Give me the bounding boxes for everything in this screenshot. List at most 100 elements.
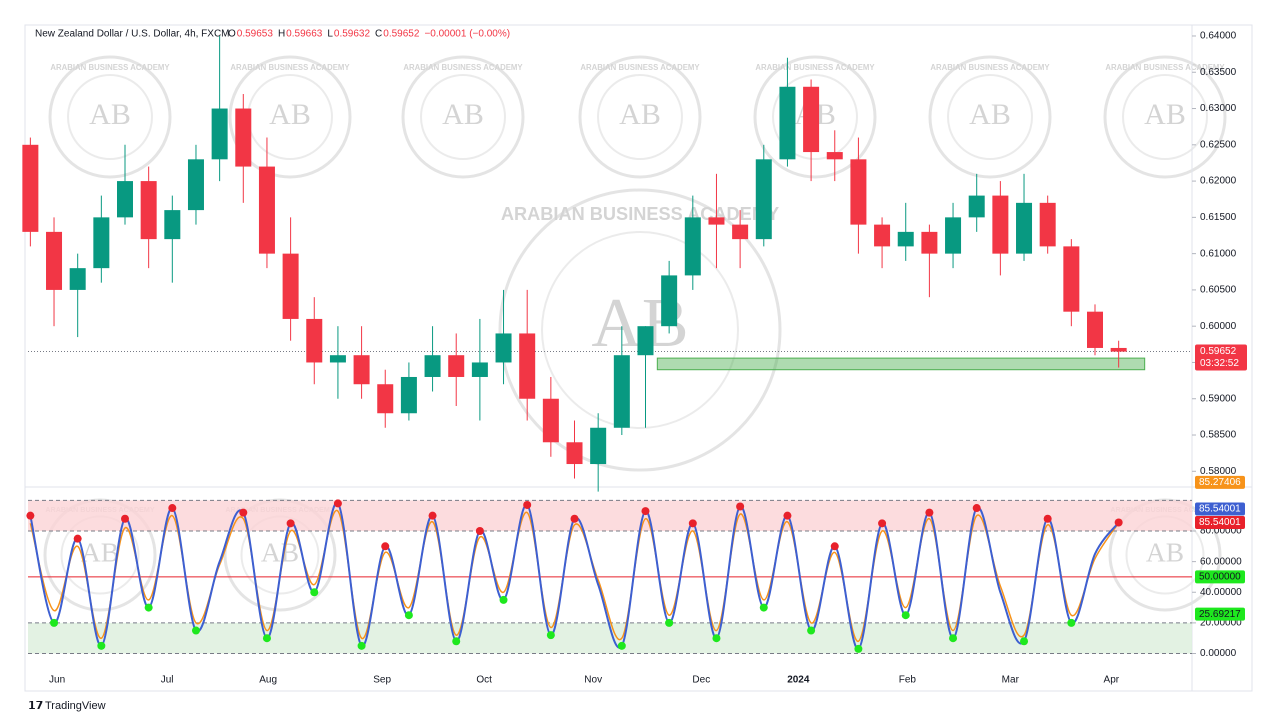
ohlc-legend: O 0.59653 H 0.59663 L 0.59632 C 0.59652 −0.00001…: [228, 29, 510, 40]
x-tick-label: Apr: [1104, 675, 1120, 686]
candle-body: [897, 231, 914, 247]
watermark-initials: AB: [269, 98, 311, 131]
candle-body: [495, 333, 512, 363]
watermark-circle: [772, 74, 858, 160]
ohlc-value: 0.59653: [237, 29, 274, 40]
watermark-initials: AB: [1144, 98, 1186, 131]
y-tick-label: 0.60500: [1200, 285, 1237, 296]
watermark-initials: AB: [1146, 536, 1184, 567]
watermark-circle: [928, 55, 1052, 179]
trough-dot: [97, 641, 106, 650]
peak-dot: [1043, 514, 1052, 523]
candle-body: [1039, 202, 1056, 247]
watermark-circle: [498, 188, 782, 472]
candle-body: [542, 398, 559, 443]
x-tick-label: Sep: [373, 675, 391, 686]
value-badge: [1195, 475, 1245, 489]
ohlc-value: 0.59632: [334, 29, 371, 40]
candle-body: [22, 144, 39, 232]
value-badge-label: 50.00000: [1199, 572, 1241, 583]
candle-body: [755, 159, 772, 240]
watermarks: AB ARABIAN BUSINESS ACADEMY AB ARABIAN BUSI…: [43, 55, 1227, 612]
y-tick-label: 80.00000: [1200, 526, 1242, 537]
peak-dot: [168, 504, 177, 513]
brand: TradingView: [45, 700, 106, 712]
candle-body: [377, 384, 394, 414]
candle-body: [306, 318, 323, 363]
trough-dot: [404, 611, 413, 620]
ohlc-change: −0.00001 (−0.00%): [424, 29, 510, 40]
watermark-circle: [578, 55, 702, 179]
candle-body: [140, 181, 157, 240]
peak-dot: [570, 514, 579, 523]
candle-body: [661, 275, 678, 327]
peak-dot: [783, 511, 792, 520]
candle-body: [353, 355, 370, 385]
watermark-circle: [228, 55, 352, 179]
candle-body: [1110, 347, 1127, 352]
trough-dot: [310, 588, 319, 597]
y-tick-label: 0.58000: [1200, 466, 1237, 477]
peak-dot: [688, 519, 697, 528]
watermark-initials: AB: [81, 536, 119, 567]
trough-dot: [759, 603, 768, 612]
peak-dot: [523, 500, 532, 509]
value-badge: [1195, 570, 1245, 584]
y-tick-label: 0.63000: [1200, 103, 1237, 114]
watermark-circle: [401, 55, 525, 179]
x-tick-label: 2024: [787, 675, 810, 686]
candle-body: [992, 195, 1009, 254]
candle-body: [826, 152, 843, 160]
watermark-name: ARABIAN BUSINESS ACADEMY: [403, 63, 523, 72]
value-badge-label: 85.27406: [1199, 477, 1241, 488]
y-tick-label: 0.60000: [1200, 321, 1237, 332]
watermark-name: ARABIAN BUSINESS ACADEMY: [501, 204, 779, 224]
candle-body: [69, 268, 86, 290]
candle-body: [519, 333, 536, 399]
candle-body: [117, 181, 133, 218]
y-tick-label: 60.00000: [1200, 556, 1242, 567]
peak-dot: [1114, 518, 1123, 527]
x-tick-label: Aug: [259, 675, 277, 686]
trough-dot: [452, 637, 461, 646]
peak-dot: [925, 508, 934, 517]
peak-dot: [736, 502, 745, 511]
candle-body: [590, 427, 607, 465]
candle-body: [779, 86, 796, 160]
y-tick-label: 0.00000: [1200, 648, 1237, 659]
peak-dot: [972, 504, 981, 513]
peak-dot: [333, 499, 342, 508]
watermark-initials: AB: [442, 98, 484, 131]
candle-body: [471, 362, 488, 377]
candle-body: [1063, 246, 1080, 312]
watermark-initials: AB: [89, 98, 131, 131]
candle-body: [93, 217, 110, 269]
candle-body: [329, 355, 346, 363]
trough-dot: [1020, 637, 1029, 646]
candle-body: [448, 355, 465, 377]
trough-dot: [546, 631, 555, 640]
peak-dot: [641, 507, 650, 516]
trough-dot: [712, 634, 721, 643]
x-tick-label: Nov: [584, 675, 602, 686]
last-price-badge: [1195, 344, 1247, 371]
watermark-name: ARABIAN BUSINESS ACADEMY: [930, 63, 1050, 72]
x-tick-label: Oct: [476, 675, 492, 686]
peak-dot: [381, 542, 390, 551]
y-tick-label: 0.58500: [1200, 430, 1237, 441]
watermark-initials: AB: [619, 98, 661, 131]
peak-dot: [121, 514, 129, 523]
trough-dot: [901, 611, 910, 620]
watermark-name: ARABIAN BUSINESS ACADEMY: [755, 63, 875, 72]
y-tick-label: 40.00000: [1200, 587, 1242, 598]
candle-body: [968, 195, 985, 218]
peak-dot: [830, 542, 839, 551]
trough-dot: [949, 634, 958, 643]
candle-body: [850, 159, 867, 225]
candle-body: [187, 159, 204, 211]
value-badge: [1195, 502, 1245, 516]
value-badge: [1195, 607, 1245, 621]
watermark-circle: [1103, 55, 1227, 179]
candle-body: [921, 231, 938, 254]
